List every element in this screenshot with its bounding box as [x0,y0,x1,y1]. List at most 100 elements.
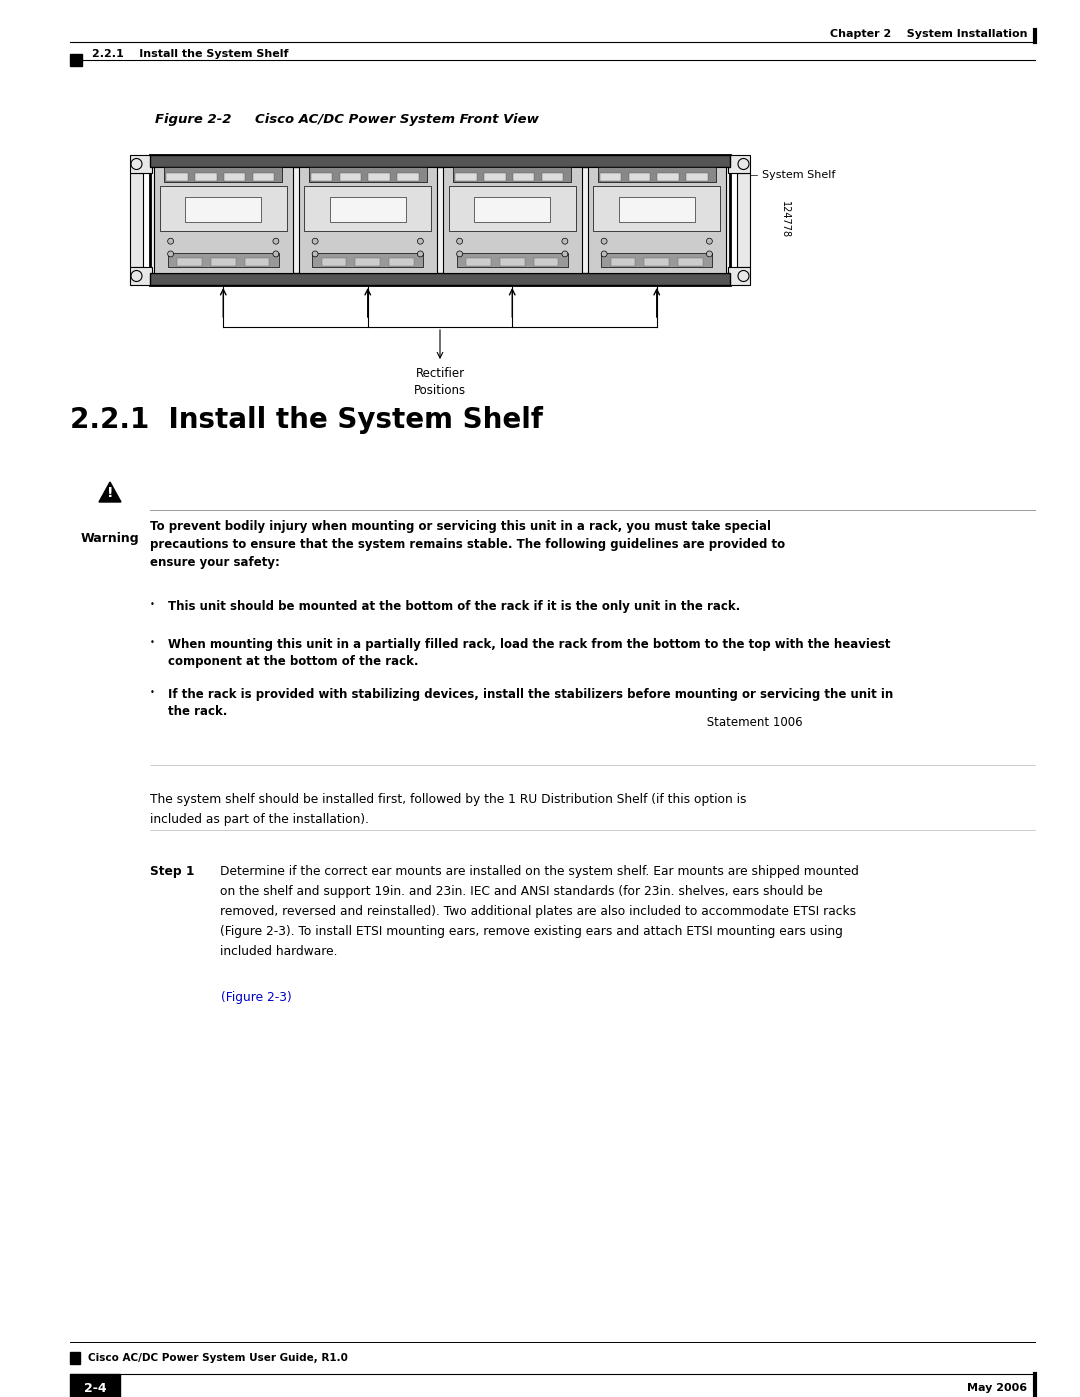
Polygon shape [99,482,121,502]
Bar [737,173,750,267]
Text: Positions: Positions [414,384,467,397]
Bar [166,173,188,180]
Text: •: • [150,599,154,609]
Text: (Figure 2-3): (Figure 2-3) [221,990,292,1004]
Bar [456,173,476,180]
Circle shape [312,251,319,257]
Circle shape [457,251,462,257]
Bar [150,155,730,168]
Bar [70,1375,120,1397]
Bar [602,253,712,267]
Bar [389,258,414,265]
Bar [154,168,293,272]
Bar [298,168,437,272]
Bar [599,173,621,180]
Circle shape [562,251,568,257]
Bar [588,168,726,272]
Bar [368,173,390,180]
Circle shape [273,239,279,244]
Text: Warning: Warning [81,532,139,545]
Circle shape [706,239,713,244]
Text: 124778: 124778 [780,201,789,239]
Text: !: ! [107,486,113,500]
Bar [339,173,361,180]
Text: Determine if the correct ear mounts are installed on the system shelf. Ear mount: Determine if the correct ear mounts are … [220,865,859,958]
Text: Chapter 2    System Installation: Chapter 2 System Installation [829,29,1027,39]
Circle shape [167,251,174,257]
Text: •: • [150,638,154,647]
Text: Cisco AC/DC Power System User Guide, R1.0: Cisco AC/DC Power System User Guide, R1.… [87,1354,348,1363]
Bar [130,155,152,173]
Text: When mounting this unit in a partially filled rack, load the rack from the botto: When mounting this unit in a partially f… [168,638,891,668]
Bar [500,258,525,265]
Bar [130,267,152,285]
Bar [160,186,287,231]
Bar [534,258,558,265]
Bar [542,173,563,180]
Text: 2.2.1  Install the System Shelf: 2.2.1 Install the System Shelf [70,407,543,434]
Bar [728,155,750,173]
Text: Cisco AC/DC Power System Front View: Cisco AC/DC Power System Front View [255,113,539,127]
Bar [467,258,490,265]
Circle shape [273,251,279,257]
Bar [312,253,423,267]
Text: 2.2.1    Install the System Shelf: 2.2.1 Install the System Shelf [92,49,288,59]
Circle shape [602,251,607,257]
Bar [150,272,730,285]
Circle shape [417,239,423,244]
Circle shape [167,239,174,244]
Bar [610,258,635,265]
Text: Rectifier: Rectifier [416,367,464,380]
Bar [150,155,730,285]
Bar [448,186,576,231]
Bar [513,173,535,180]
Bar [474,197,551,222]
Circle shape [706,251,713,257]
Bar [253,173,274,180]
Bar [195,173,217,180]
Bar [645,258,670,265]
Bar [443,168,581,272]
Bar [457,253,568,267]
Bar [593,186,720,231]
Text: Figure 2-2: Figure 2-2 [156,113,231,127]
Bar [678,258,703,265]
Text: Statement 1006: Statement 1006 [703,717,802,729]
Bar [185,197,261,222]
Bar [322,258,347,265]
Bar [454,168,571,182]
Bar [70,1352,80,1363]
Bar [728,267,750,285]
Bar [167,253,279,267]
Bar [245,258,269,265]
Bar [130,173,143,267]
Bar [311,173,333,180]
Bar [484,173,505,180]
Text: To prevent bodily injury when mounting or servicing this unit in a rack, you mus: To prevent bodily injury when mounting o… [150,520,785,569]
Circle shape [562,239,568,244]
Circle shape [312,239,319,244]
Circle shape [602,239,607,244]
Text: May 2006: May 2006 [967,1383,1027,1393]
Bar [397,173,419,180]
Bar [355,258,380,265]
Text: This unit should be mounted at the bottom of the rack if it is the only unit in : This unit should be mounted at the botto… [168,599,740,613]
Bar [686,173,707,180]
Text: Step 1: Step 1 [150,865,194,877]
Bar [164,168,282,182]
Bar [598,168,716,182]
Bar [211,258,235,265]
Circle shape [457,239,462,244]
Text: •: • [150,687,154,697]
Bar [329,197,406,222]
Bar [619,197,694,222]
Bar [629,173,650,180]
Bar [309,168,427,182]
Bar [305,186,432,231]
Bar [658,173,679,180]
Bar [177,258,202,265]
Bar [70,54,82,66]
Bar [224,173,245,180]
Circle shape [417,251,423,257]
Text: 2-4: 2-4 [83,1382,106,1394]
